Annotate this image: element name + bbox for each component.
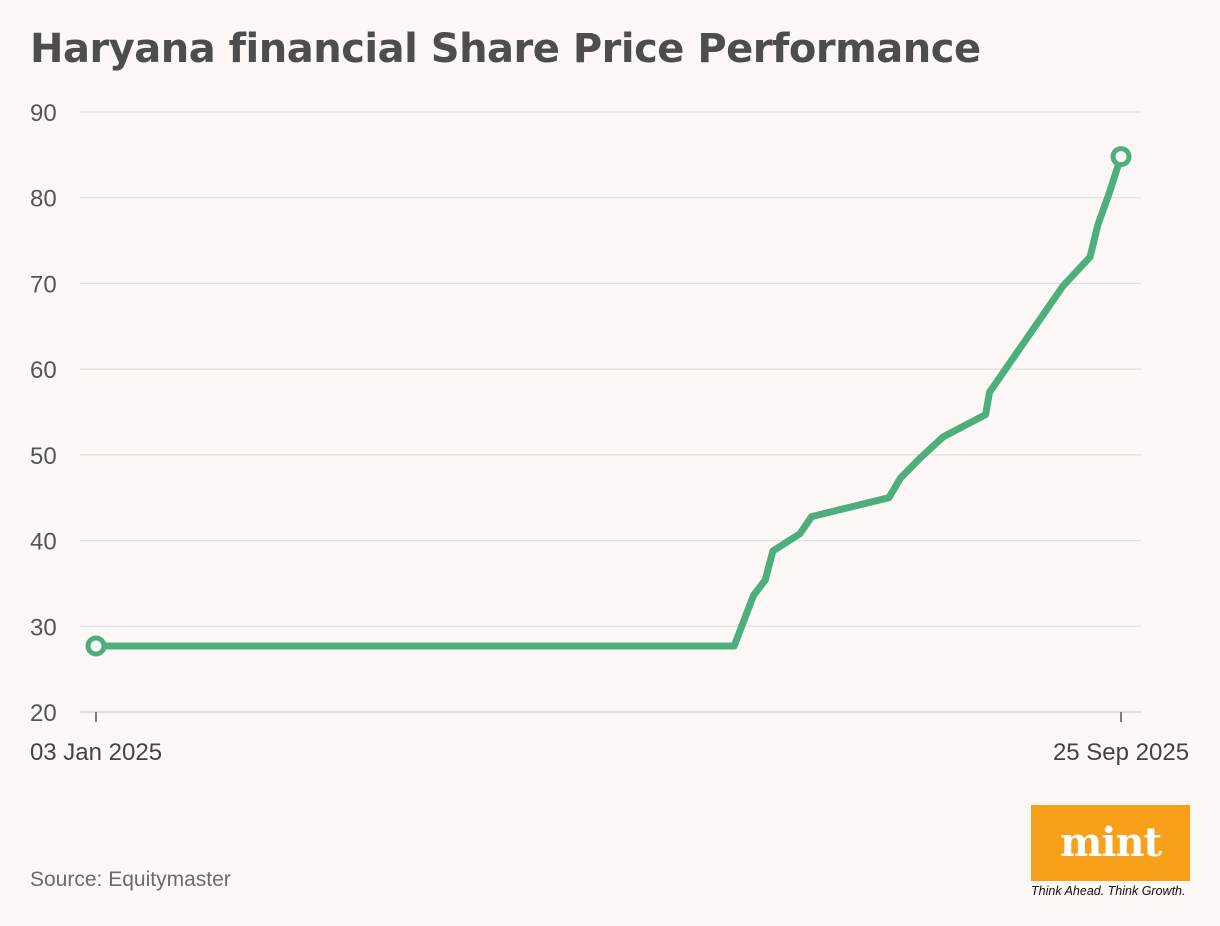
y-axis-tick-labels: 20 30 40 50 60 70 80 90 bbox=[30, 100, 57, 727]
logo-tagline: Think Ahead. Think Growth. bbox=[1031, 884, 1186, 898]
x-axis: 03 Jan 2025 25 Sep 2025 bbox=[30, 712, 1189, 766]
logo-box: mint bbox=[1031, 805, 1190, 881]
mint-logo: mint Think Ahead. Think Growth. bbox=[1031, 805, 1190, 898]
price-line bbox=[92, 153, 1125, 650]
y-tick-label: 50 bbox=[30, 443, 57, 470]
logo-wordmark: mint bbox=[1059, 819, 1162, 866]
y-tick-label: 70 bbox=[30, 271, 57, 298]
chart-title: Haryana financial Share Price Performanc… bbox=[30, 26, 981, 72]
y-tick-label: 90 bbox=[30, 100, 57, 127]
y-tick-label: 80 bbox=[30, 186, 57, 213]
end-point-marker bbox=[1110, 146, 1132, 168]
y-tick-label: 40 bbox=[30, 529, 57, 556]
start-point-marker bbox=[85, 635, 107, 657]
series-layer bbox=[85, 146, 1132, 657]
x-tick-label: 25 Sep 2025 bbox=[1053, 739, 1189, 766]
y-tick-label: 20 bbox=[30, 700, 57, 727]
x-tick-label: 03 Jan 2025 bbox=[30, 739, 162, 766]
line-chart: 20 30 40 50 60 70 80 90 03 Jan 2025 25 Sep 2025 bbox=[30, 100, 1189, 766]
y-tick-label: 60 bbox=[30, 357, 57, 384]
source-note: Source: Equitymaster bbox=[30, 868, 231, 891]
gridlines bbox=[80, 111, 1141, 713]
y-tick-label: 30 bbox=[30, 614, 57, 641]
